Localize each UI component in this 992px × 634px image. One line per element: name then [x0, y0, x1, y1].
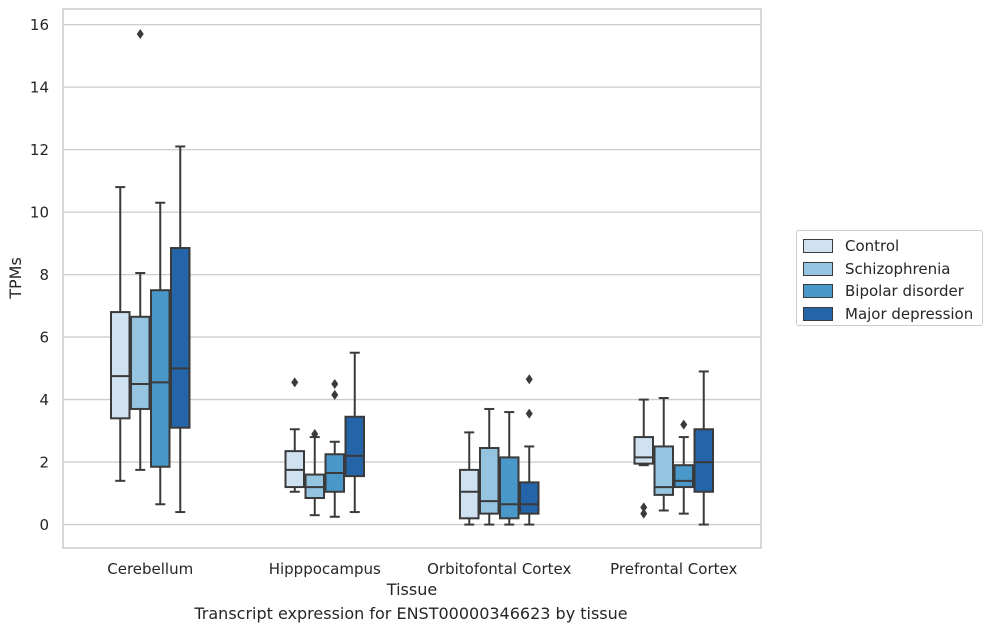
legend-item-bipolar-disorder: Bipolar disorder: [803, 280, 982, 303]
box-iqr: [653, 445, 674, 496]
box-iqr: [633, 436, 654, 465]
box-control: [459, 431, 480, 526]
legend-item-schizophrenia: Schizophrenia: [803, 258, 982, 281]
box-major-depression: [344, 351, 365, 514]
box-iqr: [519, 481, 540, 515]
box-schizophrenia: [479, 407, 500, 526]
y-tick-label: 10: [30, 204, 49, 222]
legend-swatch-control: [803, 239, 833, 254]
box-major-depression: [693, 370, 714, 526]
box-bipolar-disorder: [324, 378, 345, 518]
legend-label: Major depression: [845, 304, 974, 323]
y-tick-label: 2: [39, 454, 49, 472]
legend-item-major-depression: Major depression: [803, 303, 982, 326]
legend-label: Bipolar disorder: [845, 282, 964, 301]
box-iqr: [150, 289, 171, 468]
box-iqr: [499, 456, 520, 520]
box-bipolar-disorder: [499, 411, 520, 526]
x-tick-label: Prefrontal Cortex: [610, 560, 737, 578]
outlier-point: [331, 378, 339, 389]
y-tick-label: 0: [39, 516, 49, 534]
x-tick-labels: Cerebellum Hipppocampus Orbitofontal Corte…: [107, 560, 737, 578]
outlier-point: [136, 28, 144, 39]
outlier-point: [525, 408, 533, 419]
box-iqr: [459, 468, 480, 520]
legend-label: Control: [845, 237, 900, 256]
outlier-point: [640, 508, 648, 519]
legend-swatch-major-depression: [803, 306, 833, 321]
box-bipolar-disorder: [673, 419, 694, 515]
outlier-point: [311, 428, 319, 439]
box-iqr: [130, 315, 151, 410]
box-control: [110, 186, 131, 482]
y-tick-label: 14: [30, 79, 49, 97]
figure-caption: Transcript expression for ENST0000034662…: [194, 604, 628, 623]
box-schizophrenia: [653, 397, 674, 512]
box-iqr: [673, 464, 694, 489]
legend-item-control: Control: [803, 235, 982, 258]
x-tick-label: Cerebellum: [107, 560, 193, 578]
outlier-point: [331, 389, 339, 400]
legend-swatch-schizophrenia: [803, 261, 833, 276]
y-tick-labels: 0 2 4 6 8 10 12 14 16: [30, 16, 49, 534]
outlier-point: [525, 374, 533, 385]
box-bipolar-disorder: [150, 201, 171, 506]
box-iqr: [110, 311, 131, 420]
box-schizophrenia: [130, 28, 151, 471]
y-tick-label: 6: [39, 329, 49, 347]
box-iqr: [170, 247, 191, 429]
outlier-point: [680, 419, 688, 430]
outlier-point: [640, 502, 648, 513]
legend: Control Schizophrenia Bipolar disorder M…: [796, 230, 983, 326]
box-schizophrenia: [304, 428, 325, 517]
legend-label: Schizophrenia: [845, 259, 951, 278]
y-tick-label: 12: [30, 141, 49, 159]
box-control: [284, 377, 305, 493]
box-major-depression: [170, 145, 191, 514]
box-iqr: [479, 447, 500, 515]
box-control: [633, 398, 654, 519]
y-axis-label: TPMs: [6, 257, 25, 300]
x-tick-label: Hipppocampus: [269, 560, 381, 578]
box-major-depression: [519, 374, 540, 526]
legend-swatch-bipolar-disorder: [803, 284, 833, 299]
x-axis-label: Tissue: [386, 580, 437, 599]
y-tick-label: 8: [39, 266, 49, 284]
box-iqr: [693, 428, 714, 493]
outlier-point: [291, 377, 299, 388]
box-iqr: [344, 415, 365, 478]
y-tick-label: 4: [39, 391, 49, 409]
boxes: [110, 28, 714, 526]
x-tick-label: Orbitofontal Cortex: [427, 560, 571, 578]
y-tick-label: 16: [30, 16, 49, 34]
